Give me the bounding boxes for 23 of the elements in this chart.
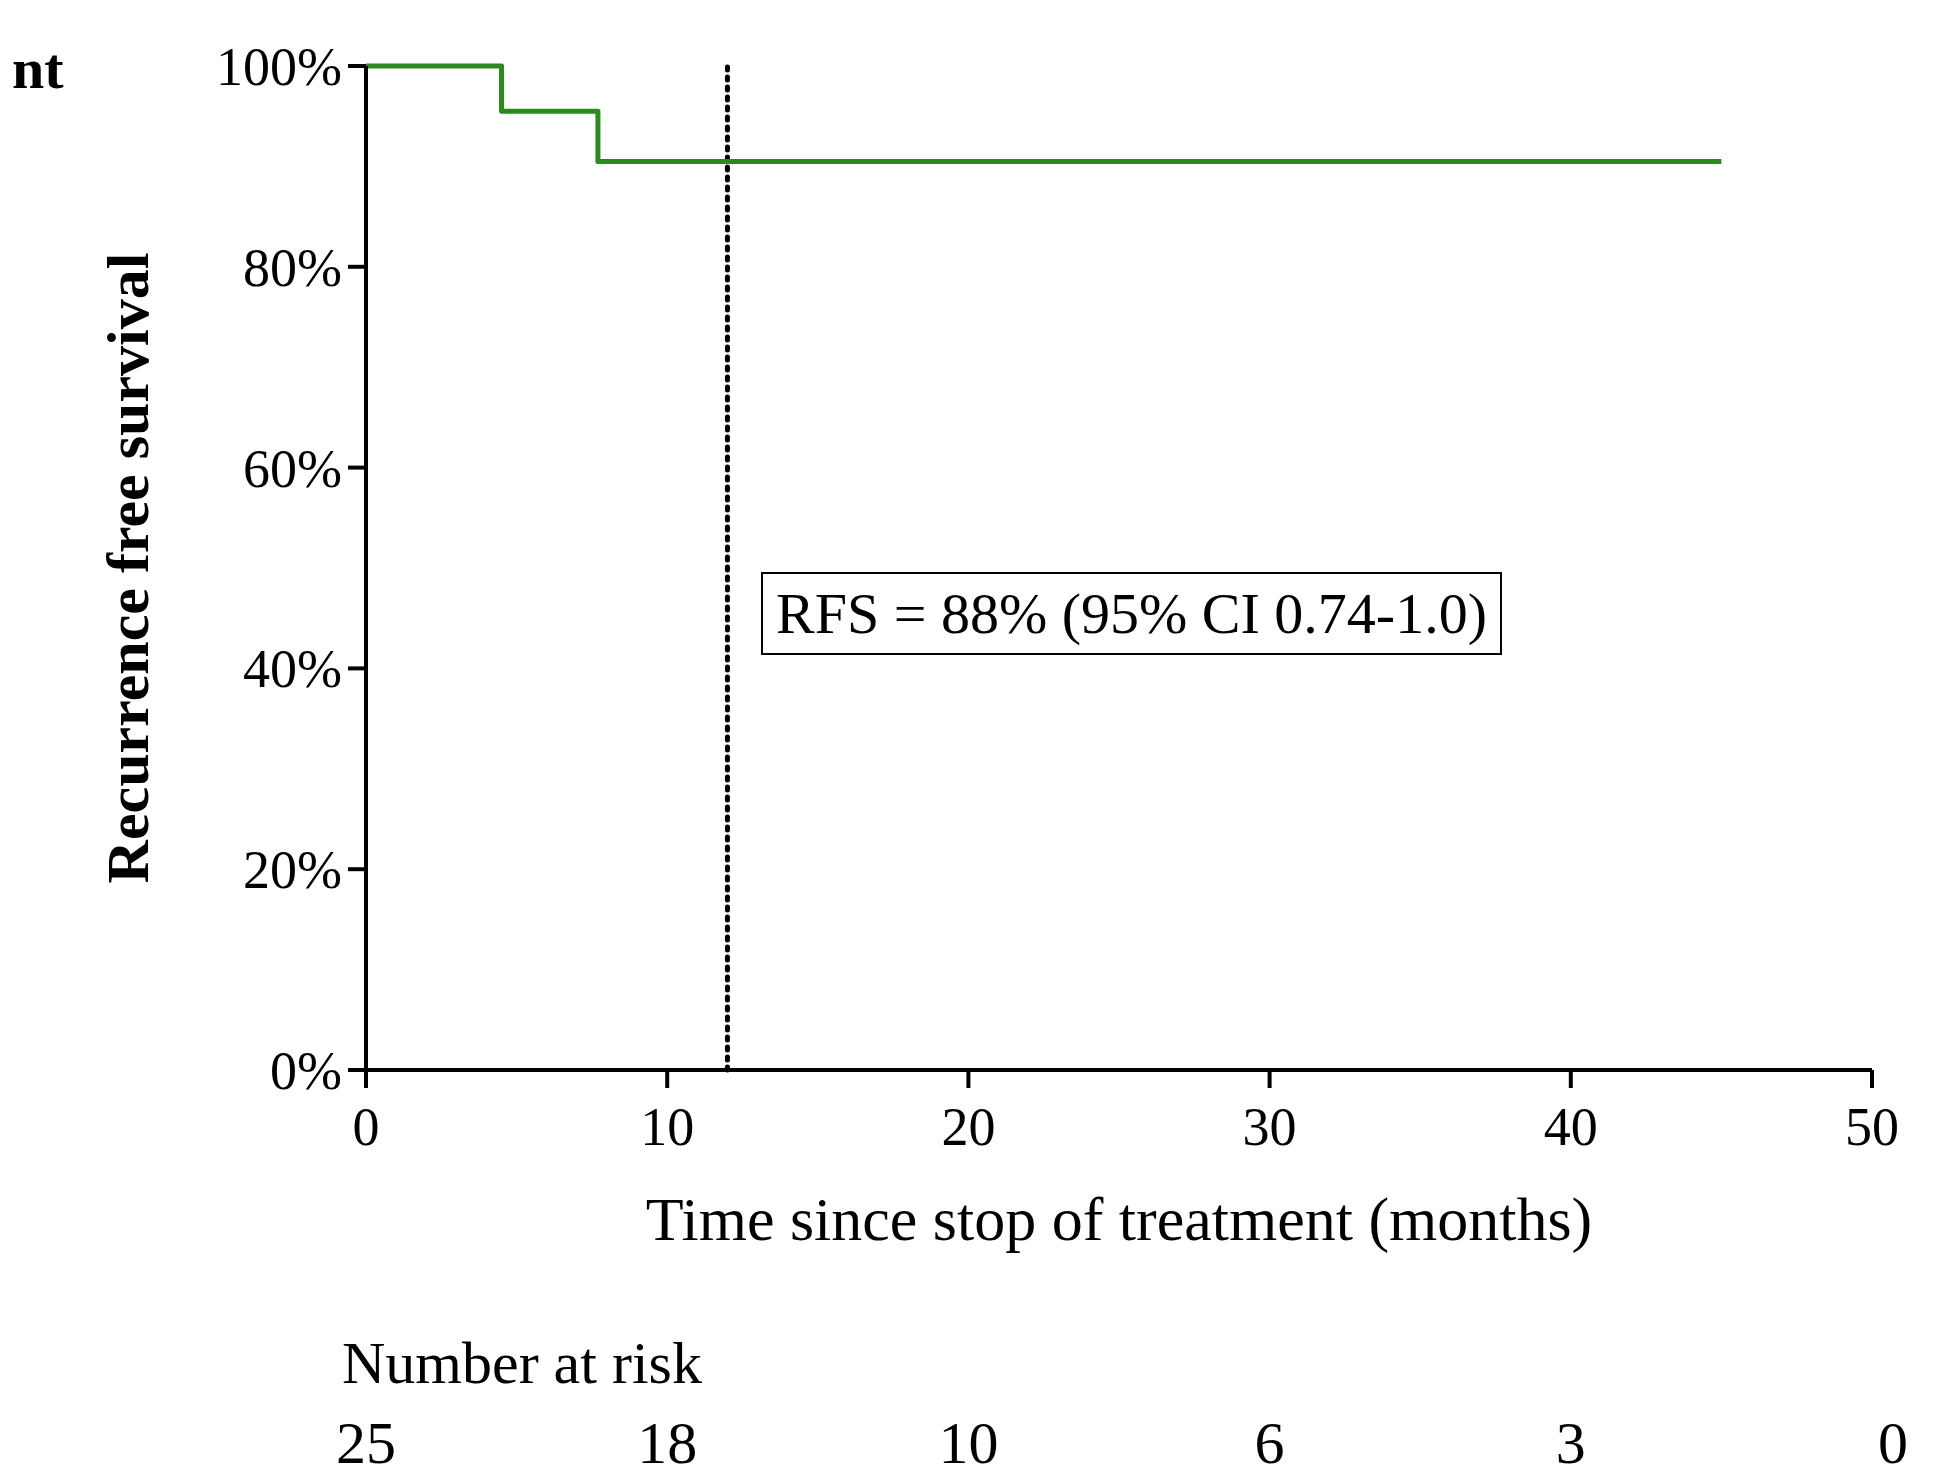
y-tick-label: 40%: [243, 639, 342, 700]
x-tick-label: 40: [1543, 1097, 1598, 1157]
y-axis-title: Recurrence free survival: [95, 252, 161, 884]
text: 25: [336, 1410, 396, 1466]
x-tick-label: 0: [352, 1097, 380, 1157]
y-tick-label: 20%: [243, 840, 342, 901]
y-tick-label: 100%: [216, 36, 342, 97]
y-tick-label: 80%: [243, 237, 342, 298]
x-tick-label: 30: [1242, 1097, 1297, 1157]
y-tick-label: 60%: [243, 438, 342, 499]
y-tick-label: 0%: [270, 1040, 342, 1101]
text: Number at risk: [342, 1330, 702, 1396]
text: 10: [938, 1410, 999, 1466]
x-axis-title: Time since stop of treatment (months): [645, 1185, 1593, 1254]
annotation: RFS = 88% (95% CI 0.74-1.0): [776, 581, 1487, 646]
text: 3: [1555, 1410, 1586, 1466]
text: 6: [1254, 1410, 1285, 1466]
x-tick-label: 20: [941, 1097, 996, 1157]
x-tick-label: 50: [1845, 1097, 1899, 1157]
text: 0: [1878, 1410, 1908, 1466]
x-tick-label: 10: [640, 1097, 695, 1157]
text: nt: [12, 36, 65, 101]
text: 18: [637, 1410, 698, 1466]
